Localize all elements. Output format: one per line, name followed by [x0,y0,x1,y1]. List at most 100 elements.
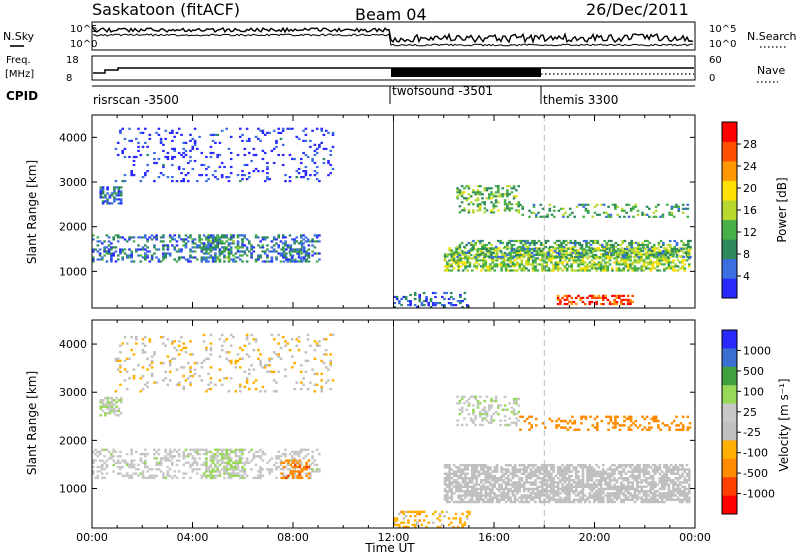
data-cell [516,247,519,250]
data-cell [329,359,332,363]
data-cell [112,463,115,467]
data-cell [166,452,170,456]
data-cell [581,296,585,299]
data-cell [101,242,104,245]
data-cell [277,457,280,460]
cpid-mode-2: twofsound -3501 [392,84,493,98]
data-cell [171,155,174,159]
data-cell [448,485,451,488]
data-cell [556,265,560,268]
data-cell [476,251,480,255]
data-cell [599,257,603,260]
data-cell [518,267,521,270]
data-cell [463,291,467,295]
data-cell [495,481,499,484]
data-cell [130,474,133,477]
data-cell [114,359,118,363]
data-cell [518,265,521,268]
data-cell [404,297,408,301]
data-cell [135,335,138,339]
data-cell [282,250,286,253]
data-cell [229,463,233,467]
data-cell [500,265,503,268]
data-cell [486,492,490,495]
data-cell [584,209,588,212]
data-cell [447,297,451,301]
data-cell [220,240,224,243]
data-cell [216,242,219,245]
data-cell [125,342,129,345]
data-cell [623,209,626,212]
data-cell [218,355,222,358]
data-cell [482,257,485,260]
data-cell [130,260,133,263]
data-cell [507,257,510,260]
data-cell [182,463,185,467]
data-cell [261,131,265,134]
data-cell [649,263,653,266]
data-cell [259,246,262,249]
data-cell [504,487,508,491]
data-cell [106,188,109,191]
data-cell [622,470,625,473]
data-cell [593,257,596,260]
data-cell [635,253,638,257]
data-cell [96,476,100,480]
data-cell [477,464,481,467]
data-cell [624,490,628,493]
data-cell [620,472,623,475]
data-cell [595,492,598,495]
data-cell [680,247,683,251]
data-cell [263,364,267,367]
data-cell [577,259,580,262]
data-cell [284,474,287,477]
data-cell [660,259,664,262]
data-cell [166,155,170,159]
data-cell [638,470,641,473]
data-cell [137,248,140,251]
data-cell [297,252,301,255]
data-cell [649,267,653,270]
data-cell [640,468,644,471]
data-cell [550,483,553,486]
data-cell [542,247,545,251]
data-cell [266,131,269,134]
data-cell [141,145,145,148]
data-cell [277,252,280,255]
data-cell [291,450,294,454]
data-cell [492,207,496,210]
data-cell [327,159,330,163]
data-cell [119,366,122,369]
data-cell [166,472,170,475]
data-cell [565,494,569,497]
data-cell [300,364,303,367]
data-cell [541,479,544,482]
data-cell [570,257,573,260]
data-cell [511,494,515,497]
data-cell [452,304,455,307]
data-cell [173,135,176,138]
data-cell [132,465,136,469]
data-cell [99,405,103,408]
data-cell [250,246,253,249]
data-cell [550,492,553,495]
data-cell [284,174,287,177]
data-cell [295,344,299,347]
data-cell [311,457,314,460]
data-cell [460,195,464,198]
data-cell [461,490,465,493]
data-cell [585,245,588,249]
data-cell [200,246,204,249]
data-cell [157,463,161,467]
data-cell [565,479,569,482]
data-cell [595,269,598,272]
data-cell [268,260,271,263]
data-cell [473,487,476,491]
data-cell [300,448,303,451]
data-cell [162,342,165,345]
data-cell [507,487,510,491]
data-cell [564,239,568,243]
data-cell [450,302,453,305]
data-cell [116,368,120,371]
